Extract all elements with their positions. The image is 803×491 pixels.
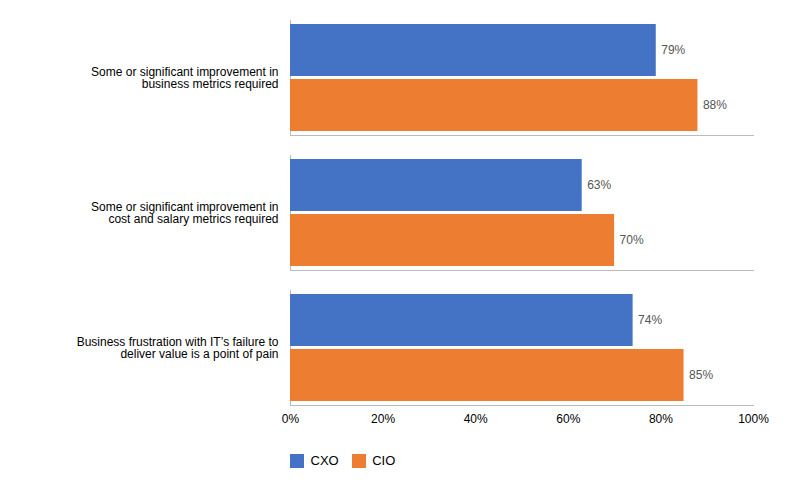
svg-text:0%: 0% <box>282 412 300 426</box>
svg-text:79%: 79% <box>661 43 685 57</box>
svg-text:40%: 40% <box>464 412 488 426</box>
svg-text:20%: 20% <box>371 412 395 426</box>
svg-text:63%: 63% <box>587 178 611 192</box>
html-text:CIO: CIO <box>372 453 396 468</box>
svg-text:80%: 80% <box>649 412 673 426</box>
svg-text:70%: 70% <box>620 233 644 247</box>
svg-text:Some or significant improvemen: Some or significant improvement incost a… <box>91 200 278 226</box>
svg-text:85%: 85% <box>689 368 713 382</box>
html-text:CXO: CXO <box>310 453 339 468</box>
svg-text:74%: 74% <box>638 313 662 327</box>
svg-text:Some or significant improvemen: Some or significant improvement inbusine… <box>91 65 278 91</box>
svg-text:100%: 100% <box>738 412 769 426</box>
svg-text:88%: 88% <box>703 98 727 112</box>
svg-text:Business frustration with IT’s: Business frustration with IT’s failure t… <box>77 335 279 361</box>
svg-text:60%: 60% <box>556 412 580 426</box>
